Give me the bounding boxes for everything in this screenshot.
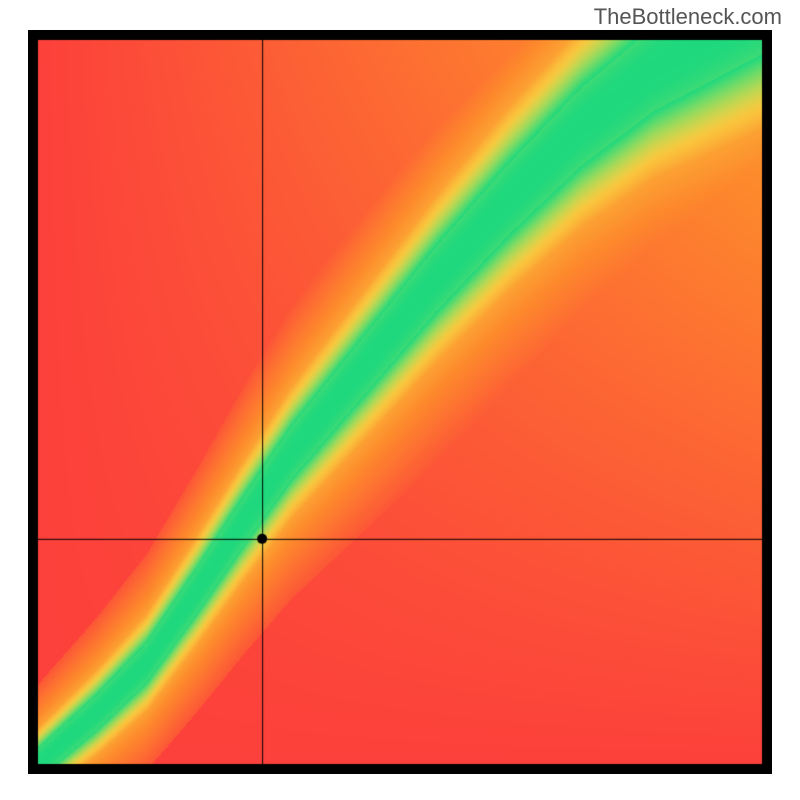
chart-container: TheBottleneck.com [0, 0, 800, 800]
heatmap-frame [28, 30, 772, 774]
watermark-text: TheBottleneck.com [594, 4, 782, 30]
heatmap-canvas [28, 30, 772, 774]
